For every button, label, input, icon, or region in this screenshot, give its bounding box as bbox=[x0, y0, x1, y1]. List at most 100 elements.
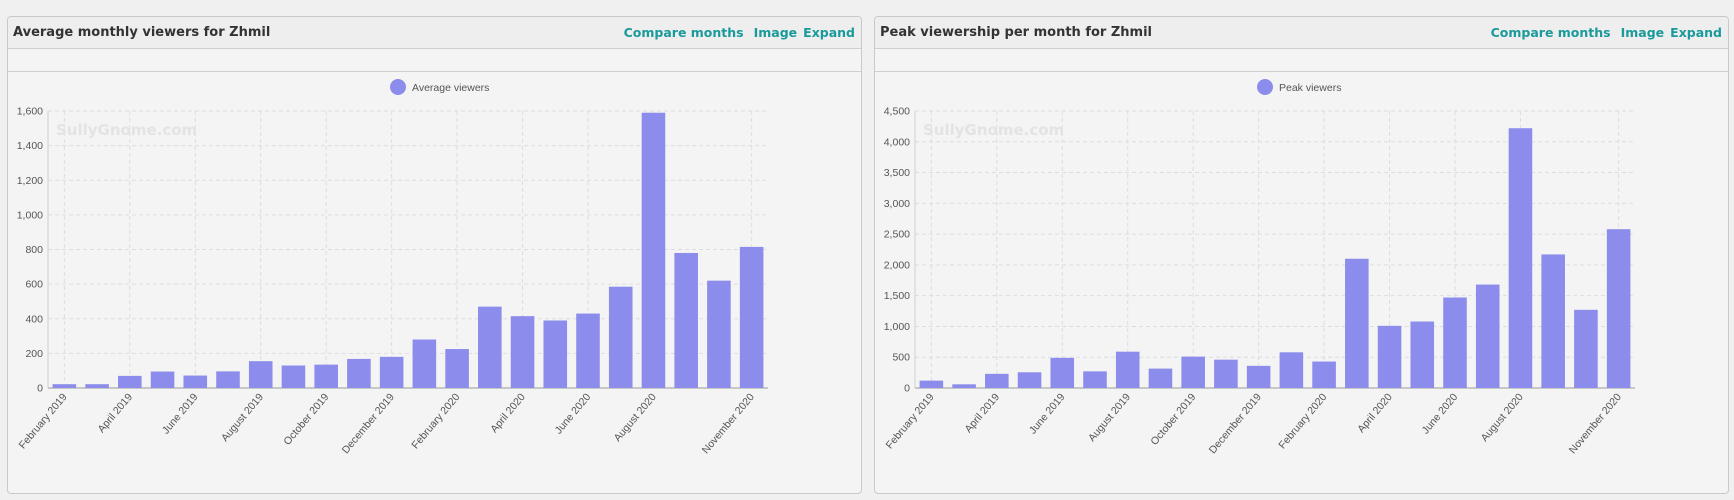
bar bbox=[543, 320, 568, 388]
panel-header: Peak viewership per month for Zhmil Comp… bbox=[875, 17, 1728, 49]
y-tick-label: 1,400 bbox=[17, 140, 43, 152]
y-tick-label: 600 bbox=[25, 279, 43, 291]
bar bbox=[150, 371, 175, 388]
x-tick-label: August 2020 bbox=[1479, 391, 1526, 444]
bar bbox=[919, 380, 944, 388]
bar bbox=[510, 316, 535, 388]
compare-months-link[interactable]: Compare months bbox=[1490, 25, 1611, 40]
x-tick-label: February 2020 bbox=[1276, 391, 1329, 451]
bar bbox=[1508, 128, 1533, 389]
y-tick-label: 2,500 bbox=[884, 229, 910, 241]
bar bbox=[739, 246, 764, 388]
x-tick-label: February 2019 bbox=[884, 391, 937, 451]
bar bbox=[1312, 361, 1336, 388]
bar bbox=[641, 112, 666, 388]
bar bbox=[1541, 254, 1565, 388]
y-tick-label: 4,000 bbox=[884, 136, 910, 148]
x-tick-label: April 2020 bbox=[1355, 391, 1395, 435]
legend-swatch bbox=[1257, 79, 1273, 95]
bar bbox=[985, 373, 1009, 388]
image-link[interactable]: Image bbox=[753, 25, 798, 40]
y-tick-label: 1,600 bbox=[17, 106, 43, 118]
x-tick-label: October 2019 bbox=[281, 391, 331, 448]
y-tick-label: 3,000 bbox=[884, 198, 910, 210]
y-tick-label: 3,500 bbox=[884, 167, 910, 179]
x-tick-label: April 2019 bbox=[963, 391, 1003, 435]
x-tick-label: August 2020 bbox=[612, 391, 659, 444]
x-tick-label: June 2020 bbox=[553, 391, 594, 436]
bar bbox=[707, 280, 731, 388]
x-tick-label: February 2020 bbox=[409, 391, 462, 451]
bar bbox=[85, 384, 109, 388]
bar bbox=[248, 361, 273, 388]
bar bbox=[216, 371, 240, 388]
x-tick-label: February 2019 bbox=[17, 391, 70, 451]
bar bbox=[1115, 351, 1140, 388]
bar bbox=[478, 306, 502, 388]
bar bbox=[1606, 229, 1631, 388]
bar bbox=[1148, 368, 1173, 388]
y-tick-label: 0 bbox=[37, 383, 43, 395]
x-tick-label: June 2019 bbox=[160, 391, 201, 436]
bar bbox=[1246, 365, 1271, 388]
y-tick-label: 500 bbox=[892, 352, 910, 364]
compare-months-link[interactable]: Compare months bbox=[623, 25, 744, 40]
panel-title: Average monthly viewers for Zhmil bbox=[13, 25, 271, 40]
x-tick-label: October 2019 bbox=[1148, 391, 1198, 448]
bar bbox=[183, 375, 208, 388]
bar bbox=[412, 339, 437, 388]
x-tick-label: December 2019 bbox=[340, 391, 397, 456]
x-tick-label: November 2020 bbox=[1567, 391, 1624, 456]
bar bbox=[608, 286, 633, 388]
x-tick-label: April 2020 bbox=[488, 391, 528, 435]
y-tick-label: 2,000 bbox=[884, 259, 910, 271]
y-tick-label: 1,200 bbox=[17, 175, 43, 187]
bar bbox=[445, 349, 469, 388]
chart-toolbar bbox=[8, 49, 861, 72]
bar bbox=[1214, 359, 1238, 388]
x-tick-label: April 2019 bbox=[96, 391, 136, 435]
bar bbox=[1050, 357, 1075, 388]
x-tick-label: December 2019 bbox=[1207, 391, 1264, 456]
y-tick-label: 1,500 bbox=[884, 290, 910, 302]
bar bbox=[1377, 325, 1402, 388]
bar bbox=[1475, 284, 1500, 388]
y-tick-label: 1,000 bbox=[884, 321, 910, 333]
bar bbox=[118, 375, 142, 388]
y-tick-label: 200 bbox=[25, 348, 43, 360]
bar bbox=[1017, 372, 1042, 388]
bar bbox=[281, 365, 306, 388]
bar bbox=[1574, 309, 1598, 388]
bar bbox=[52, 384, 77, 388]
bar bbox=[674, 252, 698, 388]
y-tick-label: 400 bbox=[25, 313, 43, 325]
bar bbox=[576, 313, 600, 388]
panel-actions: Compare months Image Expand bbox=[1491, 25, 1722, 40]
expand-link[interactable]: Expand bbox=[1670, 25, 1722, 40]
watermark: SullyGnome.com bbox=[923, 121, 1064, 139]
image-link[interactable]: Image bbox=[1620, 25, 1665, 40]
legend-swatch bbox=[390, 79, 406, 95]
expand-link[interactable]: Expand bbox=[803, 25, 855, 40]
peak-viewers-chart: 0 500 1,000 1,500 2,000 2,500 3,000 3,500 4,000 4… bbox=[884, 79, 1635, 456]
chart-toolbar bbox=[875, 49, 1728, 72]
bar bbox=[347, 358, 371, 388]
panel-title: Peak viewership per month for Zhmil bbox=[880, 25, 1153, 40]
x-tick-label: August 2019 bbox=[219, 391, 266, 444]
legend-label: Average viewers bbox=[412, 82, 489, 94]
x-tick-label: June 2020 bbox=[1420, 391, 1461, 436]
y-tick-label: 1,000 bbox=[17, 209, 43, 221]
bar bbox=[379, 356, 404, 388]
bar bbox=[1410, 321, 1435, 388]
average-viewers-panel: Average monthly viewers for Zhmil Compar… bbox=[7, 16, 862, 494]
bar bbox=[1345, 258, 1369, 388]
x-tick-label: November 2020 bbox=[700, 391, 757, 456]
y-tick-label: 800 bbox=[25, 244, 43, 256]
average-viewers-chart: 0 200 400 600 800 1,000 1,200 1,400 1,600 Februar… bbox=[17, 79, 768, 456]
bar bbox=[314, 364, 338, 388]
bar bbox=[1279, 352, 1304, 388]
x-tick-label: August 2019 bbox=[1086, 391, 1133, 444]
panel-header: Average monthly viewers for Zhmil Compar… bbox=[8, 17, 861, 49]
bar bbox=[1083, 371, 1107, 388]
watermark: SullyGnome.com bbox=[56, 121, 197, 139]
